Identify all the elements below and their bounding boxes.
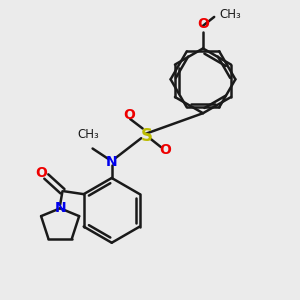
Text: CH₃: CH₃	[77, 128, 99, 141]
Text: O: O	[159, 143, 171, 157]
Text: O: O	[123, 108, 135, 122]
Text: N: N	[54, 201, 66, 215]
Text: O: O	[197, 17, 209, 31]
Text: O: O	[35, 166, 47, 180]
Text: CH₃: CH₃	[219, 8, 241, 21]
Text: S: S	[141, 127, 153, 145]
Text: N: N	[106, 155, 118, 169]
